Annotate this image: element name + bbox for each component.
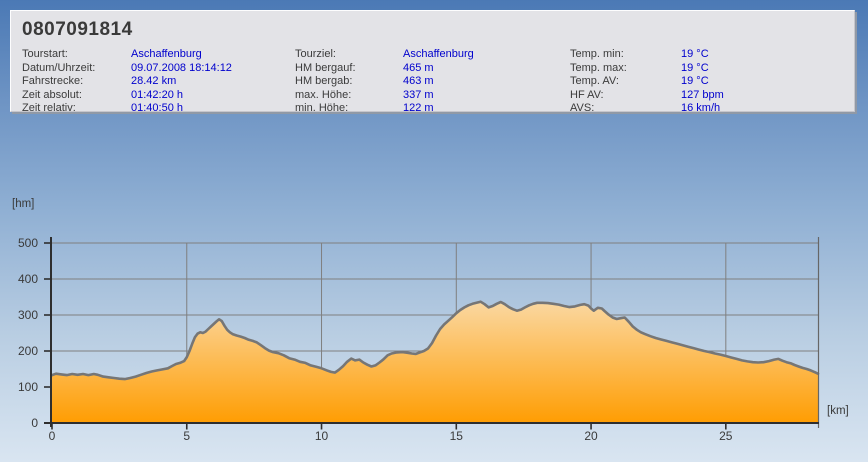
x-axis-unit-label: [km] xyxy=(827,405,849,417)
stat-label: Zeit absolut: xyxy=(22,88,82,101)
stat-value: Aschaffenburg xyxy=(131,48,202,60)
stat-value: 28.42 km xyxy=(131,75,177,87)
stat-label: AVS: xyxy=(570,102,595,114)
stat-value: 19 °C xyxy=(681,75,709,87)
stat-value: 01:40:50 h xyxy=(131,102,183,114)
stat-value: 09.07.2008 18:14:12 xyxy=(131,61,232,74)
stat-row: Tourziel: Aschaffenburg xyxy=(295,48,570,62)
stat-label: HF AV: xyxy=(570,88,604,101)
x-tick-label: 25 xyxy=(719,429,733,443)
stat-value: 465 m xyxy=(403,61,434,74)
y-tick-label: 100 xyxy=(17,380,38,394)
tour-title: 0807091814 xyxy=(22,19,133,40)
stat-label: Temp. min: xyxy=(570,48,624,60)
stats-column-start: Tourstart: Aschaffenburg Datum/Uhrzeit: 09… xyxy=(22,48,295,116)
y-tick-label: 400 xyxy=(17,272,38,286)
stat-row: max. Höhe: 337 m xyxy=(295,89,570,103)
stat-value: 19 °C xyxy=(681,48,709,60)
stat-row: min. Höhe: 122 m xyxy=(295,102,570,116)
stat-row: HM bergab: 463 m xyxy=(295,75,570,89)
stat-value: 122 m xyxy=(403,102,434,114)
stat-value: 19 °C xyxy=(681,61,709,74)
stat-value: 01:42:20 h xyxy=(131,88,183,101)
stat-value: 463 m xyxy=(403,75,434,87)
elevation-line xyxy=(50,300,820,381)
y-axis-unit-label: [hm] xyxy=(12,198,35,210)
tour-info-panel: 0807091814 Tourstart: Aschaffenburg Datum… xyxy=(10,10,855,114)
stat-value: Aschaffenburg xyxy=(403,48,474,60)
y-tick-label: 300 xyxy=(17,308,38,322)
stat-label: HM bergab: xyxy=(295,75,353,87)
stat-label: Fahrstrecke: xyxy=(22,75,84,87)
x-tick-label: 20 xyxy=(584,429,598,443)
stat-row: Datum/Uhrzeit: 09.07.2008 18:14:12 xyxy=(22,62,295,76)
stat-value: 127 bpm xyxy=(681,88,724,101)
x-tick-label: 5 xyxy=(183,429,191,443)
y-tick-label: 500 xyxy=(17,236,38,250)
elevation-area-fill xyxy=(52,301,818,423)
stat-label: HM bergauf: xyxy=(295,61,356,74)
axes xyxy=(44,237,819,430)
stat-row: Zeit relativ: 01:40:50 h xyxy=(22,102,295,116)
stat-value: 16 km/h xyxy=(681,102,721,114)
stat-label: max. Höhe: xyxy=(295,88,352,101)
stat-label: Tourziel: xyxy=(295,48,336,60)
stat-value: 337 m xyxy=(403,88,434,101)
y-tick-label: 200 xyxy=(17,344,38,358)
stat-label: Zeit relativ: xyxy=(22,102,76,114)
stat-row: Temp. max: 19 °C xyxy=(570,62,724,76)
stat-row: Temp. AV: 19 °C xyxy=(570,75,724,89)
stats-column-elevation: Tourziel: Aschaffenburg HM bergauf: 465 m … xyxy=(295,48,570,116)
stat-label: Datum/Uhrzeit: xyxy=(22,61,96,74)
stat-row: Temp. min: 19 °C xyxy=(570,48,724,62)
x-tick-label: 0 xyxy=(48,429,56,443)
y-tick-label: 0 xyxy=(31,416,38,430)
stat-row: Tourstart: Aschaffenburg xyxy=(22,48,295,62)
stat-label: Tourstart: xyxy=(22,48,68,60)
stat-label: min. Höhe: xyxy=(295,102,349,114)
stat-row: HM bergauf: 465 m xyxy=(295,62,570,76)
x-tick-label: 15 xyxy=(449,429,463,443)
tour-stats: Tourstart: Aschaffenburg Datum/Uhrzeit: 09… xyxy=(22,48,852,116)
stat-label: Temp. AV: xyxy=(570,75,619,87)
stat-label: Temp. max: xyxy=(570,61,627,74)
stat-row: HF AV: 127 bpm xyxy=(570,89,724,103)
stat-row: Zeit absolut: 01:42:20 h xyxy=(22,89,295,103)
stat-row: Fahrstrecke: 28.42 km xyxy=(22,75,295,89)
stat-row: AVS: 16 km/h xyxy=(570,102,724,116)
stats-column-sensors: Temp. min: 19 °C Temp. max: 19 °C Temp. AV… xyxy=(570,48,724,116)
x-tick-label: 10 xyxy=(314,429,329,443)
